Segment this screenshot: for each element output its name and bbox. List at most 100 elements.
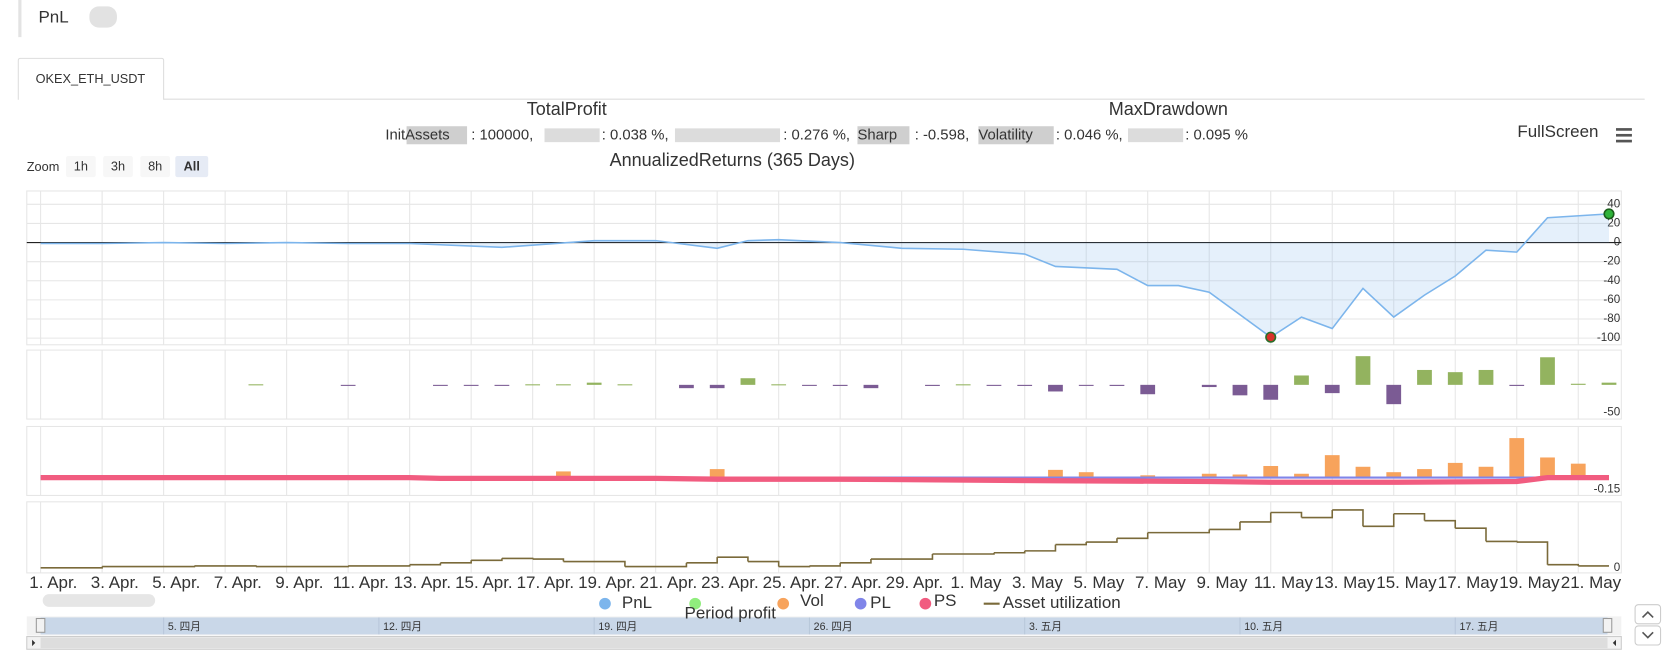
step-segment: [102, 565, 196, 568]
zoom-button[interactable]: [175, 155, 209, 178]
navigator-handle[interactable]: [1602, 617, 1613, 633]
bar: [1294, 473, 1309, 478]
tab-label[interactable]: OKEX_ETH_USDT: [36, 71, 146, 86]
x-tick-label: 23. Apr.: [701, 573, 759, 592]
y-tick-label: 0: [1614, 561, 1621, 574]
stat-text: Sharp: [857, 128, 897, 144]
legend-symbol[interactable]: [599, 597, 611, 610]
navigator-label: 10. 五月: [1244, 621, 1283, 633]
bar: [863, 384, 879, 389]
highlight: [857, 126, 910, 145]
bar: [340, 384, 356, 386]
pane: [26, 501, 1622, 574]
bar: [1386, 472, 1402, 478]
bar: [1601, 382, 1617, 385]
redacted: [42, 594, 156, 607]
bar: [771, 384, 787, 386]
stat-text: : 100000,: [471, 128, 533, 144]
navigator-label: 19. 四月: [598, 621, 637, 633]
x-tick-label: 5. May: [1073, 573, 1124, 592]
step-segment: [809, 562, 841, 567]
y-tick-label: -40: [1603, 274, 1620, 287]
bar: [1509, 438, 1525, 478]
redacted: [1127, 128, 1184, 143]
legend-symbol[interactable]: [777, 597, 790, 610]
highlight: [406, 126, 468, 145]
legend-symbol[interactable]: [854, 597, 867, 610]
bar: [556, 384, 571, 386]
x-tick-label: 11. May: [1254, 573, 1314, 592]
zoom-button[interactable]: [103, 155, 133, 178]
navigator-label: 26. 四月: [814, 621, 853, 633]
legend-label[interactable]: Period profit: [685, 604, 777, 623]
bar: [1017, 384, 1033, 386]
area: [40, 213, 1610, 338]
x-tick-label: 9. Apr.: [275, 573, 323, 592]
x-tick-label: 21. May: [1561, 573, 1622, 592]
legend-label[interactable]: PS: [934, 591, 957, 610]
bar: [1478, 466, 1494, 478]
zoom-button-label[interactable]: 3h: [111, 158, 125, 173]
tab[interactable]: [17, 57, 165, 100]
stat-text: : 0.095 %: [1185, 128, 1248, 144]
zoom-button-label[interactable]: All: [184, 158, 200, 173]
x-tick-label: 15. May: [1376, 573, 1437, 592]
x-tick-label: 5. Apr.: [152, 573, 200, 592]
zoom-button-label[interactable]: 8h: [148, 158, 162, 173]
bar: [709, 469, 725, 478]
bar: [986, 384, 1002, 386]
y-tick-label: -100: [1597, 331, 1621, 344]
bar: [1263, 465, 1279, 478]
bar: [1509, 384, 1525, 386]
step-segment: [840, 559, 872, 564]
x-tick-label: 3. May: [1012, 573, 1063, 592]
bar: [1447, 462, 1463, 478]
step-segment: [1516, 541, 1549, 565]
stat-text: Volatility: [978, 128, 1033, 144]
header-title: PnL: [38, 8, 68, 27]
legend-label[interactable]: Asset utilization: [1003, 593, 1121, 612]
navigator-label: 12. 四月: [383, 621, 422, 633]
zoom-button-label[interactable]: 1h: [74, 158, 88, 173]
y-tick-label: -60: [1603, 293, 1620, 306]
step-segment: [194, 565, 257, 567]
bar: [1140, 384, 1156, 395]
scroll-down[interactable]: [1634, 625, 1662, 646]
bar: [1570, 383, 1586, 385]
step-segment: [993, 550, 1026, 554]
zoom-button[interactable]: [66, 155, 96, 178]
x-tick-label: 7. Apr.: [214, 573, 262, 592]
legend-symbol[interactable]: [689, 597, 701, 610]
x-tick-label: 17. May: [1438, 573, 1499, 592]
step-segment: [778, 565, 811, 568]
legend-label[interactable]: Vol: [800, 591, 824, 610]
legend-symbol[interactable]: [919, 597, 932, 610]
stat-text: : 0.046 %,: [1056, 128, 1123, 144]
legend-label[interactable]: PnL: [622, 593, 652, 612]
bar: [955, 384, 971, 386]
x-tick-label: 7. May: [1135, 573, 1186, 592]
bar: [1417, 469, 1432, 478]
menu-icon[interactable]: [1616, 128, 1632, 143]
navigator-range[interactable]: [40, 617, 1608, 635]
fullscreen[interactable]: FullScreen: [1517, 122, 1598, 141]
step-segment: [1301, 509, 1334, 519]
scroll-up[interactable]: [1634, 604, 1662, 625]
x-tick-label: 1. Apr.: [29, 573, 77, 592]
bar: [1201, 384, 1217, 388]
bar: [1294, 375, 1309, 385]
navigator-handle[interactable]: [35, 617, 46, 633]
legend-label[interactable]: PL: [870, 593, 891, 612]
stat-text: InitAssets: [385, 128, 449, 144]
x-tick-label: 19. May: [1499, 573, 1560, 592]
step-segment: [686, 557, 718, 564]
step-segment: [1239, 512, 1272, 523]
scrollbar-thumb[interactable]: [40, 637, 1608, 649]
bar: [1324, 455, 1340, 478]
x-tick-label: 25. Apr.: [763, 573, 821, 592]
step-segment: [1209, 521, 1241, 531]
bar: [586, 382, 602, 385]
zoom-button[interactable]: [140, 155, 170, 178]
bar: [1140, 475, 1156, 478]
